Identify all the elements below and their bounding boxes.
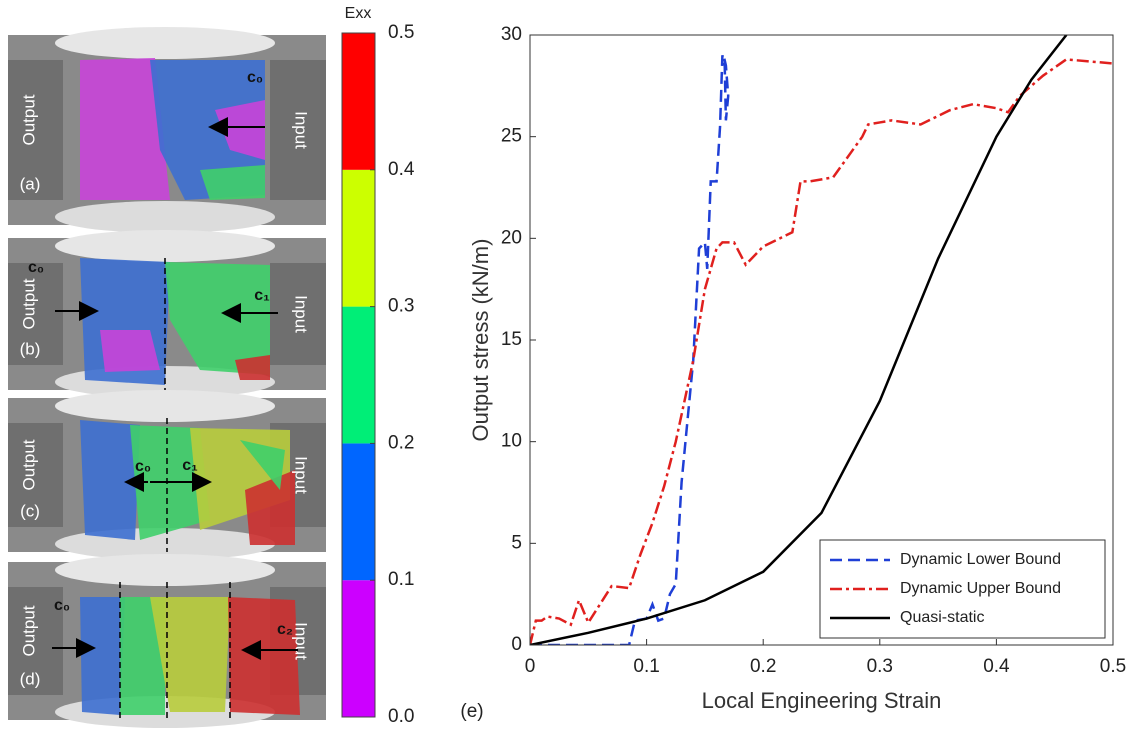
y-tick-label: 0 (511, 634, 522, 655)
y-tick-label: 15 (501, 329, 522, 350)
boundary-top (55, 27, 275, 59)
strain-region (80, 420, 140, 540)
wave-label: c₀ (247, 69, 263, 86)
y-tick-label: 5 (511, 532, 522, 553)
x-tick-label: 0 (525, 656, 536, 677)
series-line (530, 55, 730, 645)
input-label: Input (292, 111, 311, 149)
grip-left (8, 263, 63, 365)
output-label: Output (19, 278, 38, 329)
line-chart: 0 0.1 0.2 0.3 0.4 0.5 0 5 10 15 20 25 30 Local Engine… (460, 24, 1126, 722)
y-axis-title: Output stress (kN/m) (468, 239, 493, 442)
y-tick-label: 20 (501, 227, 522, 248)
grip-left (8, 60, 63, 200)
strain-region (80, 597, 125, 715)
input-label: Input (292, 295, 311, 333)
boundary-bottom (55, 201, 275, 233)
wave-label: c₂ (277, 621, 293, 638)
strain-region (150, 60, 265, 200)
colorbar-tick-label: 0.5 (388, 22, 414, 43)
wave-label: c₀ (135, 458, 151, 475)
panel-label: (d) (20, 669, 41, 688)
colorbar-title: Exx (345, 5, 372, 22)
output-label: Output (19, 605, 38, 656)
strain-region (120, 597, 165, 715)
grip-right (270, 60, 326, 200)
colorbar-tick-label: 0.3 (388, 296, 414, 317)
y-tick-label: 10 (501, 431, 522, 452)
panel-label: (a) (20, 174, 41, 193)
legend-label: Dynamic Upper Bound (900, 580, 1061, 597)
strain-region (240, 440, 285, 490)
grip-left (8, 587, 63, 695)
x-axis-title: Local Engineering Strain (702, 688, 942, 713)
panel-label: (e) (460, 701, 483, 722)
strain-region (80, 58, 170, 200)
x-tick-label: 0.1 (633, 656, 659, 677)
wave-label: c₀ (54, 597, 70, 614)
strain-region (100, 330, 160, 372)
output-label: Output (19, 439, 38, 490)
boundary-top (55, 230, 275, 262)
x-tick-label: 0.5 (1100, 656, 1126, 677)
legend-label: Quasi-static (900, 609, 984, 626)
strain-region (228, 597, 300, 715)
strain-region (150, 597, 230, 712)
colorbar-tick-label: 0.1 (388, 569, 414, 590)
x-tick-label: 0.3 (867, 656, 893, 677)
legend-box (819, 539, 1106, 639)
colorbar: Exx 0.0 0.1 0.2 0.3 0.4 0.5 (341, 5, 415, 727)
y-tick-label: 30 (501, 24, 522, 45)
strain-region (165, 262, 270, 375)
wave-label: c₀ (28, 259, 44, 276)
color-band (342, 306, 375, 444)
panel-label: (b) (20, 339, 41, 358)
colorbar-tick-label: 0.2 (388, 432, 414, 453)
output-label: Output (19, 94, 38, 145)
color-band (342, 443, 375, 581)
boundary-top (55, 390, 275, 422)
input-label: Input (292, 622, 311, 660)
specimen-panels: Output Input (a) c₀ Output Input (b) c₀ c₁ Output… (8, 27, 326, 728)
colorbar-frame (341, 32, 376, 718)
series-line (530, 35, 1068, 645)
legend-label: Dynamic Lower Bound (900, 551, 1061, 568)
colorbar-tick-label: 0.0 (388, 706, 414, 727)
boundary-top (55, 554, 275, 586)
strain-region (235, 355, 270, 380)
wave-label: c₁ (254, 287, 270, 304)
strain-region (200, 165, 265, 200)
y-tick-label: 25 (501, 126, 522, 147)
legend: Dynamic Lower Bound Dynamic Upper Bound Qu… (819, 539, 1106, 639)
color-band (342, 580, 375, 717)
colorbar-tick-label: 0.4 (388, 159, 415, 180)
panel-label: (c) (20, 501, 40, 520)
plot-frame (529, 34, 1114, 646)
color-band (342, 169, 375, 307)
input-label: Input (292, 456, 311, 494)
x-tick-label: 0.4 (983, 656, 1010, 677)
x-tick-label: 0.2 (750, 656, 776, 677)
series-line (530, 58, 1113, 645)
grip-right (270, 263, 326, 365)
wave-label: c₁ (182, 457, 198, 474)
color-band (342, 33, 375, 170)
strain-region (215, 100, 265, 160)
strain-region (245, 470, 295, 545)
grip-left (8, 423, 63, 527)
